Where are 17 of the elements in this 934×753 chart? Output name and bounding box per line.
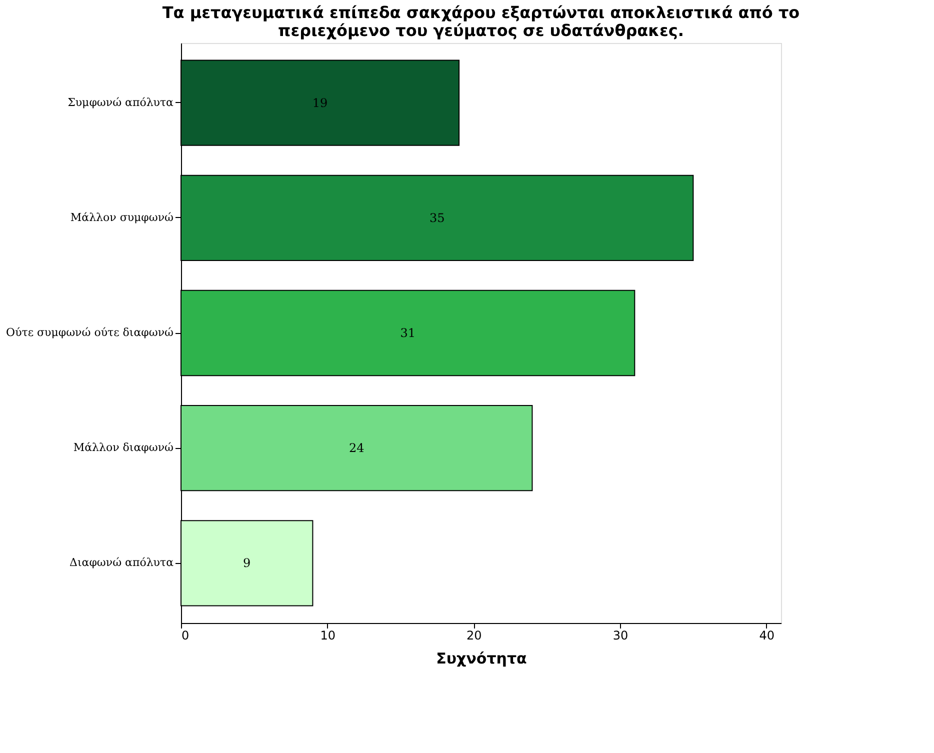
y-tick-label: Διαφωνώ απόλυτα xyxy=(70,556,174,570)
x-tick-label: 30 xyxy=(612,628,628,642)
y-tick-label: Συμφωνώ απόλυτα xyxy=(68,96,174,109)
y-tick-label: Ούτε συμφωνώ ούτε διαφωνώ xyxy=(6,326,174,339)
x-tick-label: 20 xyxy=(466,628,482,642)
chart-title: Τα μεταγευματικά επίπεδα σακχάρου εξαρτώνται αποκλειστικά από το περιεχόμενο του γεύματος σε υδατάνθρακες. xyxy=(162,3,800,40)
x-tick-label: 10 xyxy=(320,628,336,642)
data-label: 24 xyxy=(348,441,365,456)
data-label: 35 xyxy=(429,210,445,225)
y-tick-label: Μάλλον συμφωνώ xyxy=(70,210,174,224)
x-tick-label: 40 xyxy=(759,628,775,642)
y-tick-label: Μάλλον διαφωνώ xyxy=(73,441,174,454)
data-label: 19 xyxy=(312,96,328,110)
x-tick-label: 0 xyxy=(182,628,190,642)
data-label: 31 xyxy=(400,326,416,340)
x-axis-title: Συχνότητα xyxy=(436,650,527,668)
data-label: 9 xyxy=(243,556,251,570)
